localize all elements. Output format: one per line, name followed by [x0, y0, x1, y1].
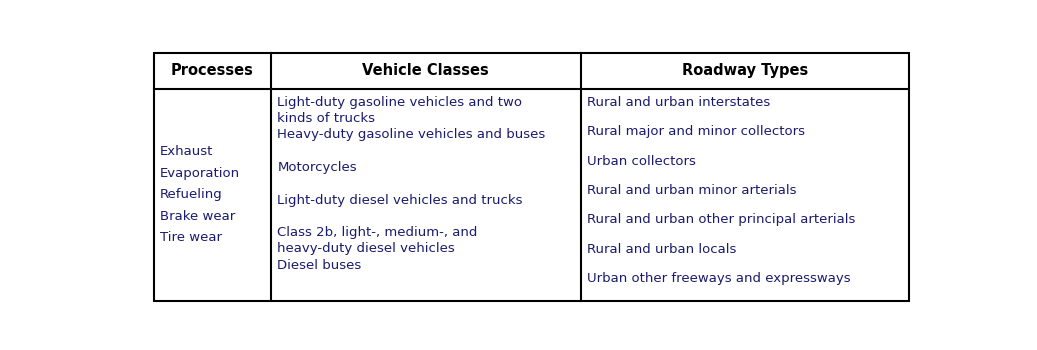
Text: Class 2b, light-, medium-, and
heavy-duty diesel vehicles: Class 2b, light-, medium-, and heavy-dut… — [277, 226, 478, 255]
Text: Light-duty diesel vehicles and trucks: Light-duty diesel vehicles and trucks — [277, 194, 523, 206]
Text: Processes: Processes — [171, 63, 254, 78]
Text: Roadway Types: Roadway Types — [681, 63, 808, 78]
Text: Exhaust
Evaporation
Refueling
Brake wear
Tire wear: Exhaust Evaporation Refueling Brake wear… — [160, 146, 241, 244]
Text: Motorcycles: Motorcycles — [277, 161, 357, 174]
Text: Rural and urban locals: Rural and urban locals — [587, 243, 736, 256]
Text: Urban other freeways and expressways: Urban other freeways and expressways — [587, 272, 850, 285]
Text: Rural and urban minor arterials: Rural and urban minor arterials — [587, 184, 796, 197]
Text: Urban collectors: Urban collectors — [587, 155, 696, 168]
Text: Rural and urban other principal arterials: Rural and urban other principal arterial… — [587, 214, 856, 226]
Text: Heavy-duty gasoline vehicles and buses: Heavy-duty gasoline vehicles and buses — [277, 128, 545, 141]
Text: Vehicle Classes: Vehicle Classes — [362, 63, 489, 78]
Text: Rural major and minor collectors: Rural major and minor collectors — [587, 125, 805, 138]
Text: Rural and urban interstates: Rural and urban interstates — [587, 96, 770, 109]
Text: Diesel buses: Diesel buses — [277, 259, 362, 272]
Text: Light-duty gasoline vehicles and two
kinds of trucks: Light-duty gasoline vehicles and two kin… — [277, 96, 523, 125]
